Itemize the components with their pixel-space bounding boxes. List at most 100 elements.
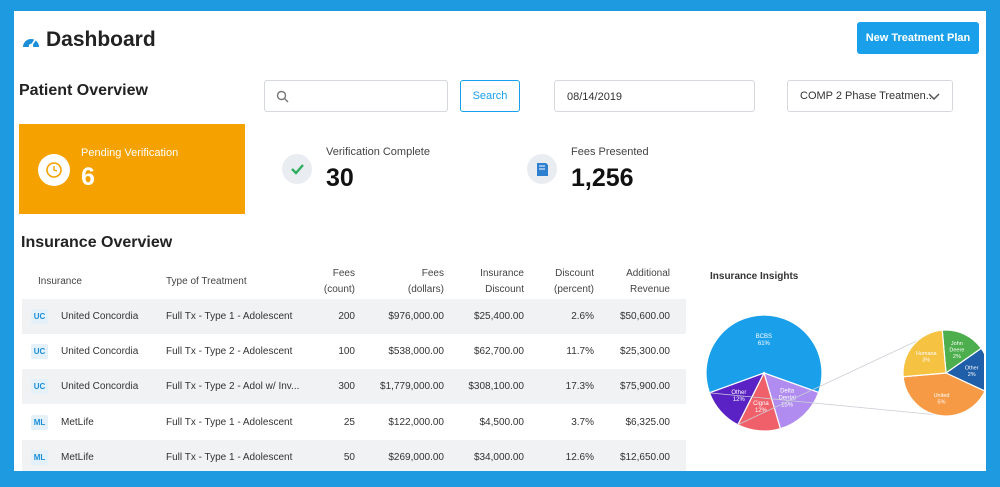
fees-presented-count: 1,256 xyxy=(571,164,634,192)
col-header-insurance[interactable]: Insurance xyxy=(38,276,82,287)
col-header-treatment[interactable]: Type of Treatment xyxy=(166,276,247,287)
cell-insurance-discount: $34,000.00 xyxy=(473,452,524,463)
insurance-badge: UC xyxy=(31,379,48,394)
pending-verification-label: Pending Verification xyxy=(81,147,179,159)
col-header-insurance-discount-line2: Discount xyxy=(485,284,524,295)
col-header-additional-revenue[interactable]: Additional Revenue xyxy=(604,266,670,298)
cell-fees-dollars: $122,000.00 xyxy=(388,417,444,428)
breakout-slice-united[interactable] xyxy=(902,372,984,417)
treatment-plan-select-value: COMP 2 Phase Treatmen... xyxy=(800,90,935,102)
cell-insurance: United Concordia xyxy=(61,311,139,322)
cell-insurance: MetLife xyxy=(61,417,94,428)
cell-discount-percent: 2.6% xyxy=(571,311,594,322)
insurance-badge: ML xyxy=(31,450,48,465)
new-treatment-plan-button[interactable]: New Treatment Plan xyxy=(857,22,979,54)
cell-fees-count: 300 xyxy=(338,381,355,392)
dashboard-gauge-icon xyxy=(23,39,39,48)
clock-icon xyxy=(38,154,70,186)
book-icon xyxy=(527,154,557,184)
cell-insurance-discount: $308,100.00 xyxy=(468,381,524,392)
pie-slice-bcbs[interactable] xyxy=(705,314,823,394)
col-header-discount-percent-line2: (percent) xyxy=(553,284,594,295)
table-row[interactable]: UC United Concordia Full Tx - Type 2 - A… xyxy=(22,334,686,369)
cell-fees-dollars: $1,779,000.00 xyxy=(380,381,444,392)
cell-treatment: Full Tx - Type 1 - Adolescent xyxy=(166,417,293,428)
cell-additional-revenue: $75,900.00 xyxy=(619,381,670,392)
table-row[interactable]: UC United Concordia Full Tx - Type 1 - A… xyxy=(22,299,686,334)
page-title: Dashboard xyxy=(46,28,156,51)
col-header-insurance-discount-line1: Insurance xyxy=(480,268,524,279)
cell-fees-dollars: $538,000.00 xyxy=(388,346,444,357)
cell-insurance: MetLife xyxy=(61,452,94,463)
table-row[interactable]: ML MetLife Full Tx - Type 1 - Adolescent… xyxy=(22,440,686,471)
insurance-pie-chart: BCBS 61% Delta Dental 15% Cigna 12% Other 12% Joh… xyxy=(705,314,984,432)
pie-label-other: Other 12% xyxy=(731,390,746,403)
cell-additional-revenue: $6,325.00 xyxy=(625,417,671,428)
date-field[interactable]: 08/14/2019 xyxy=(554,80,755,112)
verification-complete-count: 30 xyxy=(326,164,354,192)
col-header-additional-revenue-line2: Revenue xyxy=(629,284,670,295)
col-header-fees-count-line1: Fees xyxy=(332,268,355,279)
pending-verification-count: 6 xyxy=(81,163,95,191)
breakout-slice-other[interactable] xyxy=(944,347,984,392)
breakout-label-united: United 5% xyxy=(934,393,950,406)
insurance-badge: UC xyxy=(31,309,48,324)
pie-label-bcbs: BCBS 61% xyxy=(756,334,772,347)
chart-title: Insurance Insights xyxy=(710,271,799,282)
cell-discount-percent: 3.7% xyxy=(571,417,594,428)
cell-treatment: Full Tx - Type 1 - Adolescent xyxy=(166,311,293,322)
col-header-discount-percent-line1: Discount xyxy=(555,268,594,279)
pie-label-delta-dental: Delta Dental 15% xyxy=(778,388,795,408)
cell-fees-count: 100 xyxy=(338,346,355,357)
treatment-plan-select[interactable]: COMP 2 Phase Treatmen... xyxy=(787,80,953,112)
col-header-discount-percent[interactable]: Discount (percent) xyxy=(534,266,594,298)
col-header-fees-dollars[interactable]: Fees (dollars) xyxy=(374,266,444,298)
cell-insurance: United Concordia xyxy=(61,346,139,357)
cell-treatment: Full Tx - Type 2 - Adolescent xyxy=(166,346,293,357)
col-header-fees-count-line2: (count) xyxy=(323,284,355,295)
pie-label-cigna: Cigna 12% xyxy=(753,401,769,414)
breakout-slice-humana[interactable] xyxy=(902,329,947,378)
patient-overview-title: Patient Overview xyxy=(19,82,148,99)
dashboard-frame: Dashboard New Treatment Plan Patient Ove… xyxy=(14,11,986,471)
cell-discount-percent: 12.6% xyxy=(565,452,594,463)
cell-fees-count: 50 xyxy=(343,452,355,463)
cell-additional-revenue: $25,300.00 xyxy=(619,346,670,357)
col-header-fees-dollars-line2: (dollars) xyxy=(407,284,444,295)
chevron-down-icon xyxy=(928,93,940,101)
pending-verification-card[interactable]: Pending Verification 6 xyxy=(19,124,245,214)
breakout-label-other: Other 2% xyxy=(965,365,979,378)
connector-line-bottom xyxy=(709,392,939,416)
col-header-fees-count[interactable]: Fees (count) xyxy=(294,266,355,298)
col-header-fees-dollars-line1: Fees xyxy=(421,268,444,279)
cell-discount-percent: 17.3% xyxy=(565,381,594,392)
cell-fees-dollars: $976,000.00 xyxy=(388,311,444,322)
col-header-additional-revenue-line1: Additional xyxy=(626,268,670,279)
insurance-overview-title: Insurance Overview xyxy=(21,234,173,251)
cell-fees-count: 25 xyxy=(343,417,355,428)
checkmark-icon xyxy=(282,154,312,184)
cell-fees-dollars: $269,000.00 xyxy=(388,452,444,463)
insurance-badge: UC xyxy=(31,344,48,359)
cell-treatment: Full Tx - Type 2 - Adol w/ Inv... xyxy=(166,381,300,392)
cell-insurance-discount: $4,500.00 xyxy=(479,417,525,428)
search-button[interactable]: Search xyxy=(460,80,520,112)
verification-complete-label: Verification Complete xyxy=(326,146,430,158)
cell-treatment: Full Tx - Type 1 - Adolescent xyxy=(166,452,293,463)
table-row[interactable]: ML MetLife Full Tx - Type 1 - Adolescent… xyxy=(22,405,686,440)
search-input[interactable] xyxy=(264,80,448,112)
cell-additional-revenue: $12,650.00 xyxy=(619,452,670,463)
connector-line-top xyxy=(737,330,939,426)
col-header-insurance-discount[interactable]: Insurance Discount xyxy=(454,266,524,298)
cell-insurance-discount: $62,700.00 xyxy=(473,346,524,357)
cell-fees-count: 200 xyxy=(338,311,355,322)
table-row[interactable]: UC United Concordia Full Tx - Type 2 - A… xyxy=(22,369,686,404)
fees-presented-label: Fees Presented xyxy=(571,146,649,158)
breakout-slice-john-deere[interactable] xyxy=(941,329,983,375)
search-icon xyxy=(276,90,289,103)
cell-insurance-discount: $25,400.00 xyxy=(473,311,524,322)
insurance-badge: ML xyxy=(31,415,48,430)
breakout-label-humana: Humana 3% xyxy=(916,351,938,364)
breakout-label-john-deere: John Deere 2% xyxy=(949,341,964,360)
cell-insurance: United Concordia xyxy=(61,381,139,392)
